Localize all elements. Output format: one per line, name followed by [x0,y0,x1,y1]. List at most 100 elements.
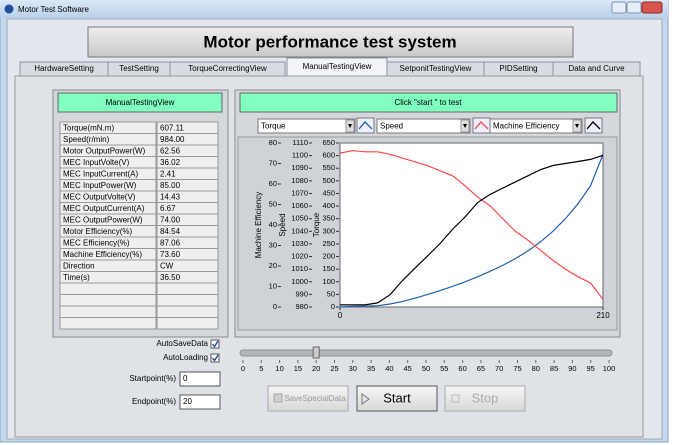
slider-tick-label: 90 [568,364,576,373]
row-value: 74.00 [160,215,181,224]
checkmark [211,354,219,362]
slider-tick-label: 55 [440,364,448,373]
button[interactable] [267,385,349,412]
data-table: Torque(mN.m) 607.11 Speed(r/min) 984.00 Moto… [59,121,219,330]
left-panel-title: ManualTestingView [106,98,175,107]
controls: AutoSaveData AutoLoading 0 5 10 15 20 25 30 35 40 4… [129,339,616,412]
y-tick-label: 450 [322,188,335,197]
row-label: Motor OutputPower(W) [63,146,146,155]
input-value[interactable]: 0 [183,374,188,383]
button[interactable] [444,385,526,412]
title-bar [0,0,668,18]
input-box[interactable] [179,394,221,410]
slider-tick-label: 15 [294,364,302,373]
input-value[interactable]: 20 [183,397,192,406]
y-tick-label: 1070 [291,188,308,197]
y-tick-label: 10 [269,281,277,290]
y-tick-label: 1000 [291,277,308,286]
row-label: Direction [63,261,95,270]
row-label: MEC InputPower(W) [63,181,137,190]
slider-tick-label: 25 [330,364,338,373]
tab-label[interactable]: TestSetting [119,64,159,73]
slider-tick-label: 50 [422,364,430,373]
save-icon [273,393,283,403]
y-tick-label: 80 [269,138,277,147]
series-line [339,154,604,308]
series-name[interactable]: Torque [261,122,286,131]
slider-tick-label: 70 [495,364,503,373]
right-panel-title: Click "start " to test [394,98,462,107]
series-style-glyph [474,121,489,130]
slider-track[interactable] [239,349,613,357]
y-tick-label: 1050 [291,214,308,223]
series-style-glyph [358,121,373,130]
series-style-icon[interactable] [356,117,375,134]
slider-thumb[interactable] [312,346,320,359]
maximize-button[interactable] [626,1,642,14]
y-tick-label: 70 [269,158,277,167]
series-selector[interactable] [257,118,356,134]
y-tick-label: 1060 [291,201,308,210]
input-label: Startpoint(%) [129,374,176,383]
y-tick-label: 1100 [292,151,308,160]
checkbox[interactable] [210,339,220,349]
x-tick-label: 0 [338,311,343,320]
y-tick-label: 500 [322,176,335,185]
slider-tick-label: 65 [477,364,485,373]
tab-label[interactable]: TorqueCorrectingView [188,64,267,73]
button-label[interactable]: Stop [472,390,499,405]
tab-label[interactable]: HardwareSetting [34,64,94,73]
table-cell [59,317,157,330]
y-tick-label: 1030 [291,239,308,248]
row-label: Time(s) [63,273,90,282]
row-value: 984.00 [160,135,185,144]
tab-label[interactable]: SetponitTestingView [400,64,472,73]
arrow-glyph [575,124,579,128]
right-panel-title-box [239,92,618,113]
slider-tick-label: 45 [404,364,412,373]
slider-tick-label: 85 [550,364,558,373]
series-selector[interactable] [489,118,583,134]
header-title: Motor performance test system [203,32,456,51]
slider-tick-label: 0 [241,364,245,373]
row-label: MEC Efficiency(%) [63,238,130,247]
y-tick-label: 1020 [291,252,308,261]
series-selector[interactable] [376,118,471,134]
series-style-icon[interactable] [584,117,603,134]
slider-tick-label: 100 [603,364,616,373]
checkbox[interactable] [210,353,220,363]
minimize-button[interactable] [611,1,627,14]
tab-label[interactable]: Data and Curve [568,64,625,73]
row-value: 2.41 [160,169,176,178]
checkbox-label[interactable]: AutoLoading [163,353,208,362]
slider-tick-label: 60 [458,364,466,373]
tab-label[interactable]: PIDSetting [499,64,537,73]
y-axis-label: Torque [312,212,321,237]
y-tick-label: 40 [269,220,277,229]
table-cell [156,282,219,295]
tab-label[interactable]: ManualTestingView [303,62,372,71]
button-label[interactable]: Start [383,390,411,405]
y-tick-label: 1040 [291,226,308,235]
series-style-icon[interactable] [472,117,491,134]
input-box[interactable] [179,371,221,387]
series-line [339,149,604,300]
y-tick-label: 150 [322,264,335,273]
button[interactable] [356,385,438,412]
y-tick-label: 400 [322,201,335,210]
y-tick-label: 300 [322,226,335,235]
y-tick-label: 50 [269,199,277,208]
row-label: Motor Efficiency(%) [63,227,133,236]
row-label: Machine Efficiency(%) [63,250,142,259]
close-button[interactable] [641,1,663,14]
y-tick-label: 1010 [291,264,308,273]
slider-tick-label: 75 [513,364,521,373]
slider-tick-label: 40 [385,364,393,373]
checkbox-label[interactable]: AutoSaveData [156,339,208,348]
y-tick-label: 0 [331,302,335,311]
series-name[interactable]: Machine Efficiency [493,122,560,131]
button-label[interactable]: SaveSpecialData [284,394,346,403]
y-tick-label: 650 [322,138,335,147]
series-name[interactable]: Speed [380,122,403,131]
